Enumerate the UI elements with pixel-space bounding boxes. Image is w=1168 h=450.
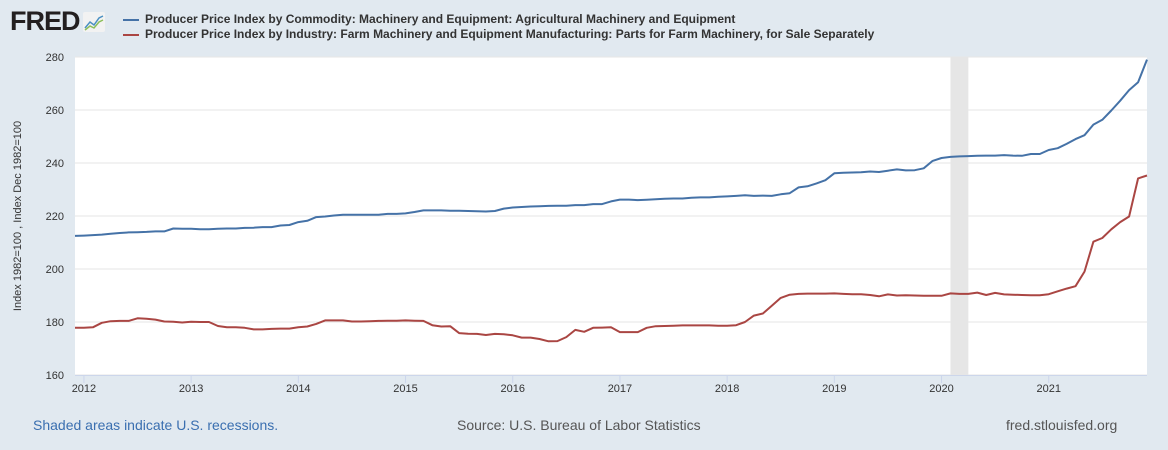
- fred-logo[interactable]: FRED: [10, 6, 105, 37]
- chart-logo-icon: [82, 11, 105, 32]
- y-axis-label: Index 1982=100 , Index Dec 1982=100: [12, 120, 24, 312]
- x-tick-label: 2020: [929, 383, 953, 395]
- x-tick-label: 2018: [715, 383, 739, 395]
- legend-label: Producer Price Index by Commodity: Machi…: [145, 12, 736, 26]
- y-tick-label: 240: [46, 158, 64, 170]
- legend-item-red[interactable]: Producer Price Index by Industry: Farm M…: [123, 27, 874, 42]
- x-tick-label: 2021: [1036, 383, 1060, 395]
- y-tick-label: 160: [46, 370, 64, 382]
- y-tick-label: 180: [46, 317, 64, 329]
- x-tick-label: 2013: [179, 383, 203, 395]
- x-tick-label: 2016: [500, 383, 524, 395]
- x-tick-label: 2014: [286, 383, 310, 395]
- legend-swatch: [123, 18, 139, 21]
- legend-label: Producer Price Index by Industry: Farm M…: [145, 27, 875, 41]
- series-line-2: [75, 174, 1148, 343]
- x-tick-label: 2019: [822, 383, 846, 395]
- y-tick-label: 280: [46, 52, 64, 64]
- y-tick-label: 260: [46, 105, 64, 117]
- x-tick-label: 2017: [608, 383, 632, 395]
- y-tick-label: 220: [46, 211, 64, 223]
- legend-swatch: [123, 33, 139, 36]
- recessions-note-link[interactable]: Shaded areas indicate U.S. recessions.: [33, 417, 279, 433]
- logo-text: FRED: [10, 6, 80, 36]
- legend-item-blue[interactable]: Producer Price Index by Commodity: Machi…: [123, 12, 874, 27]
- chart-legend: Producer Price Index by Commodity: Machi…: [123, 12, 874, 42]
- site-link[interactable]: fred.stlouisfed.org: [1006, 417, 1118, 433]
- series-line-1: [74, 59, 1148, 237]
- x-tick-label: 2015: [393, 383, 417, 395]
- y-tick-label: 200: [46, 264, 64, 276]
- source-text: Source: U.S. Bureau of Labor Statistics: [457, 417, 701, 433]
- x-tick-label: 2012: [72, 383, 96, 395]
